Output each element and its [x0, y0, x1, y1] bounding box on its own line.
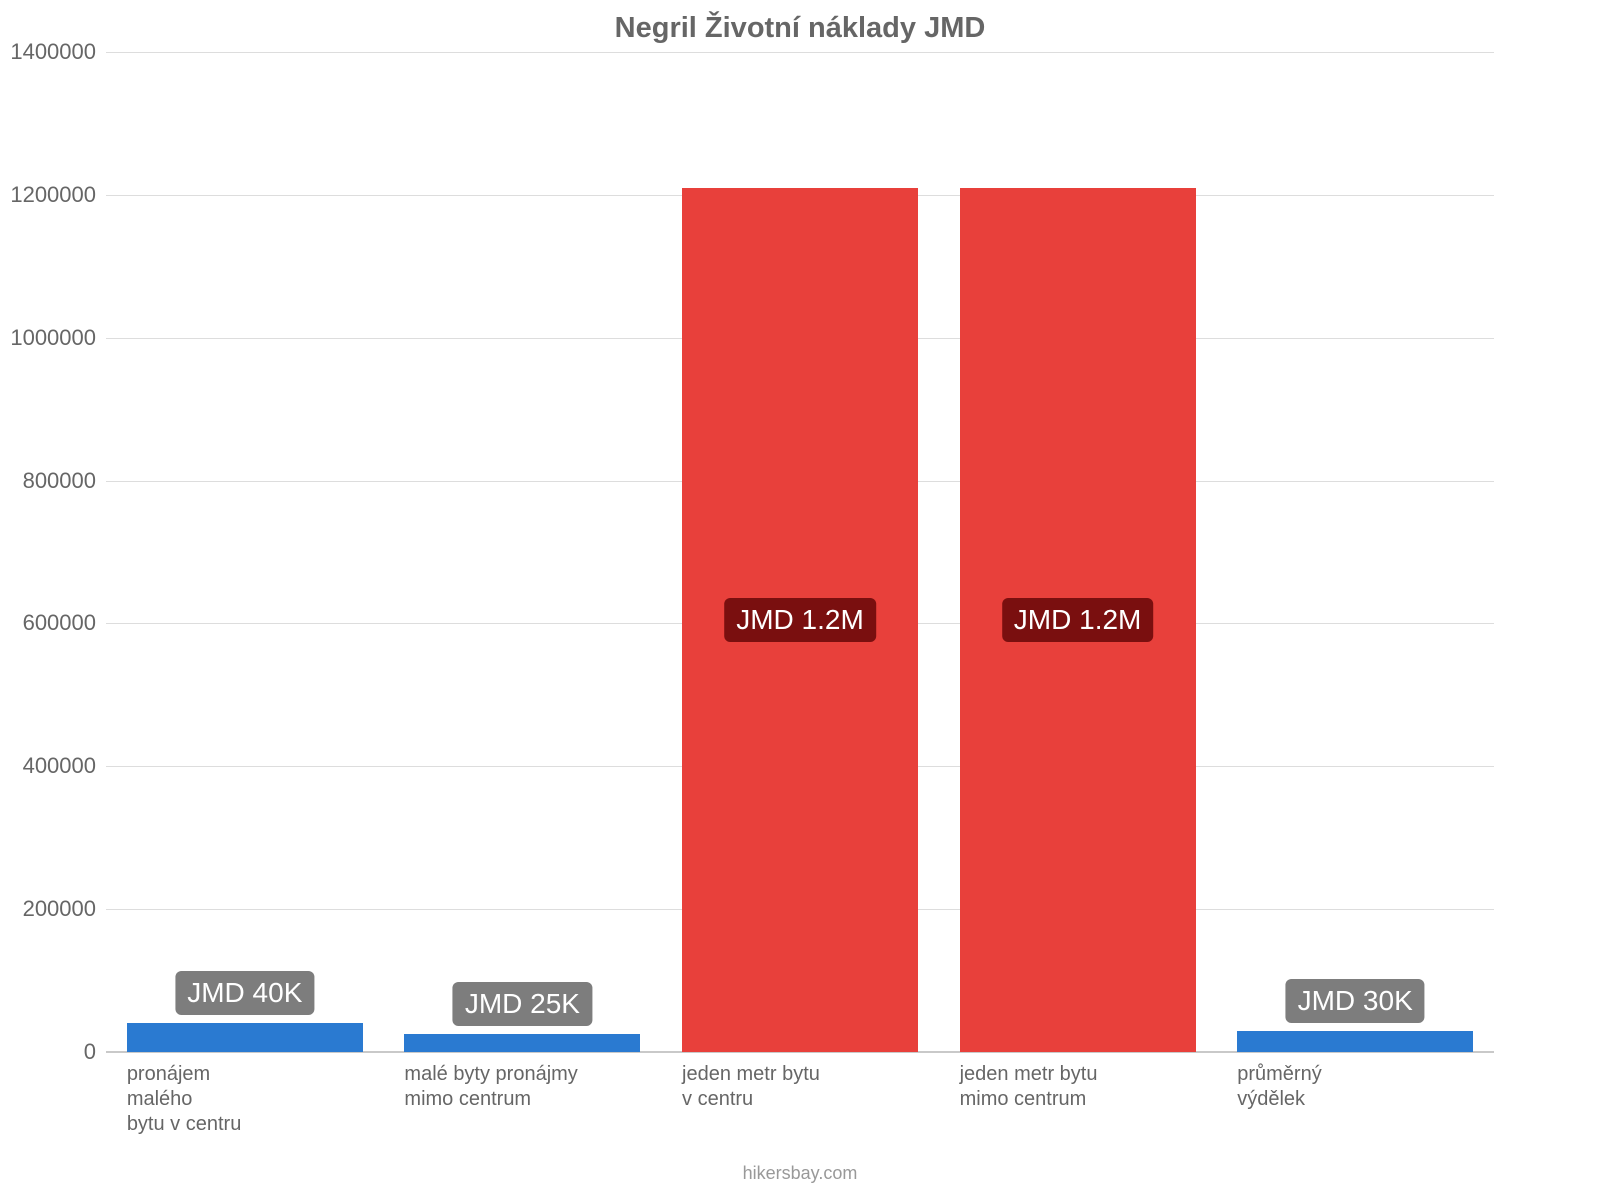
y-tick-label: 1000000: [10, 325, 106, 351]
x-axis-label: malé byty pronájmymimo centrum: [404, 1052, 640, 1112]
bar-value-label: JMD 1.2M: [1002, 598, 1154, 642]
x-axis-label: jeden metr bytuv centru: [682, 1052, 918, 1112]
bar: [404, 1034, 640, 1052]
y-tick-label: 800000: [23, 468, 106, 494]
bar: [127, 1023, 363, 1052]
chart-container: Negril Životní náklady JMD 0200000400000…: [0, 0, 1600, 1200]
gridline: [106, 52, 1494, 53]
y-tick-label: 1200000: [10, 182, 106, 208]
y-tick-label: 400000: [23, 753, 106, 779]
y-tick-label: 0: [84, 1039, 106, 1065]
x-axis-label: pronájemmaléhobytu v centru: [127, 1052, 363, 1137]
y-tick-label: 1400000: [10, 39, 106, 65]
bar-value-label: JMD 25K: [453, 982, 592, 1026]
plot-area: 0200000400000600000800000100000012000001…: [106, 52, 1494, 1052]
y-tick-label: 200000: [23, 896, 106, 922]
bar: [1237, 1031, 1473, 1052]
x-axis-label: jeden metr bytumimo centrum: [960, 1052, 1196, 1112]
chart-title: Negril Životní náklady JMD: [0, 12, 1600, 45]
bar-value-label: JMD 40K: [175, 971, 314, 1015]
x-axis-label: průměrnývýdělek: [1237, 1052, 1473, 1112]
y-tick-label: 600000: [23, 610, 106, 636]
credit-text: hikersbay.com: [0, 1163, 1600, 1184]
bar-value-label: JMD 1.2M: [724, 598, 876, 642]
bar-value-label: JMD 30K: [1286, 979, 1425, 1023]
